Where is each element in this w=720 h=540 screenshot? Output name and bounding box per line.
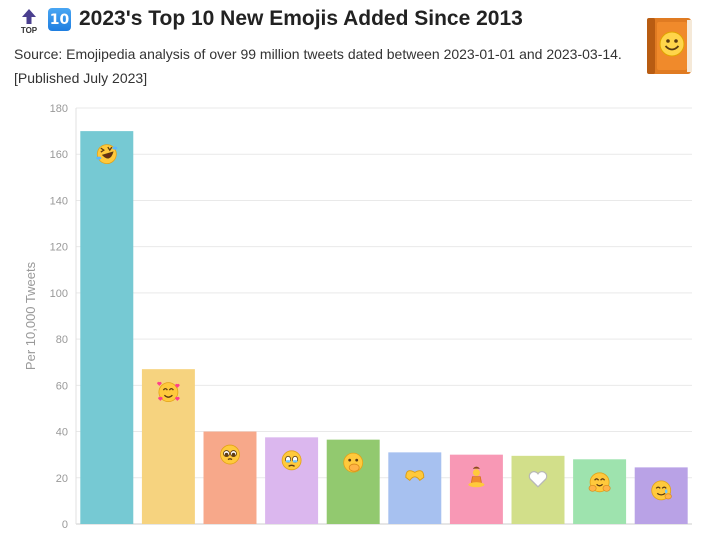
y-axis-label: Per 10,000 Tweets bbox=[23, 261, 38, 370]
y-tick-label: 140 bbox=[50, 195, 68, 207]
y-tick-label: 180 bbox=[50, 103, 68, 115]
y-axis-ticks: 0 20 40 60 80 100 120 140 160 180 bbox=[50, 103, 68, 531]
chart-header: TOP 10 2023's Top 10 New Emojis Added Si… bbox=[0, 0, 720, 100]
bars bbox=[80, 131, 688, 524]
bar bbox=[511, 455, 565, 524]
lotus-person-icon bbox=[468, 466, 485, 488]
smiling-hearts-icon bbox=[157, 381, 180, 403]
bar bbox=[449, 454, 503, 524]
bar bbox=[265, 437, 319, 524]
hand-over-mouth-icon bbox=[343, 452, 364, 473]
tear-smile-icon bbox=[651, 480, 672, 501]
y-tick-label: 120 bbox=[50, 242, 68, 254]
y-tick-label: 40 bbox=[56, 427, 68, 439]
top-arrow-icon: TOP bbox=[21, 9, 38, 34]
white-heart-icon bbox=[528, 471, 548, 488]
y-tick-label: 60 bbox=[56, 380, 68, 392]
open-hands-icon bbox=[588, 472, 611, 493]
top-label: TOP bbox=[21, 26, 38, 34]
bar-icons bbox=[96, 144, 672, 501]
chart-subtitle: Source: Emojipedia analysis of over 99 m… bbox=[14, 46, 622, 86]
y-tick-label: 80 bbox=[56, 334, 68, 346]
y-tick-label: 0 bbox=[62, 519, 68, 531]
heart-hands-icon bbox=[405, 470, 425, 481]
keycap-ten-icon: 10 bbox=[48, 8, 71, 31]
emojipedia-book-icon bbox=[647, 18, 692, 74]
y-tick-label: 160 bbox=[50, 149, 68, 161]
bar bbox=[388, 452, 442, 524]
y-tick-label: 20 bbox=[56, 473, 68, 485]
holding-tears-icon bbox=[281, 450, 302, 471]
pleading-icon bbox=[220, 444, 240, 465]
y-tick-label: 100 bbox=[50, 288, 68, 300]
chart-title: 2023's Top 10 New Emojis Added Since 201… bbox=[79, 7, 523, 30]
bar bbox=[80, 131, 134, 524]
rofl-icon bbox=[96, 144, 118, 165]
bar bbox=[326, 439, 380, 524]
